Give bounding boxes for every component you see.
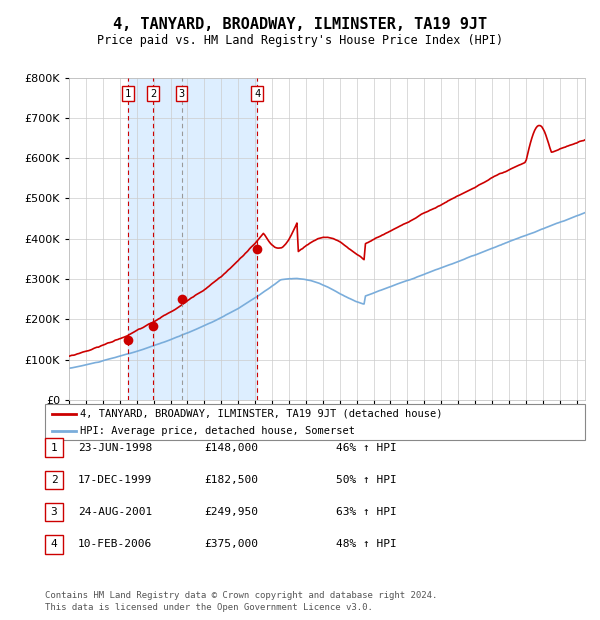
Text: 4: 4 (254, 89, 260, 99)
Text: This data is licensed under the Open Government Licence v3.0.: This data is licensed under the Open Gov… (45, 603, 373, 612)
Text: £182,500: £182,500 (204, 475, 258, 485)
Text: Price paid vs. HM Land Registry's House Price Index (HPI): Price paid vs. HM Land Registry's House … (97, 34, 503, 47)
Text: 1: 1 (50, 443, 58, 453)
Text: 3: 3 (178, 89, 185, 99)
Text: £249,950: £249,950 (204, 507, 258, 517)
Text: 4, TANYARD, BROADWAY, ILMINSTER, TA19 9JT: 4, TANYARD, BROADWAY, ILMINSTER, TA19 9J… (113, 17, 487, 32)
Text: 63% ↑ HPI: 63% ↑ HPI (336, 507, 397, 517)
Text: 3: 3 (50, 507, 58, 517)
Text: 1: 1 (125, 89, 131, 99)
Text: Contains HM Land Registry data © Crown copyright and database right 2024.: Contains HM Land Registry data © Crown c… (45, 591, 437, 600)
Text: 2: 2 (50, 475, 58, 485)
Text: 4, TANYARD, BROADWAY, ILMINSTER, TA19 9JT (detached house): 4, TANYARD, BROADWAY, ILMINSTER, TA19 9J… (80, 409, 442, 419)
Text: 48% ↑ HPI: 48% ↑ HPI (336, 539, 397, 549)
Text: 23-JUN-1998: 23-JUN-1998 (78, 443, 152, 453)
Text: 2: 2 (150, 89, 156, 99)
Text: 50% ↑ HPI: 50% ↑ HPI (336, 475, 397, 485)
Text: £375,000: £375,000 (204, 539, 258, 549)
Text: HPI: Average price, detached house, Somerset: HPI: Average price, detached house, Some… (80, 426, 355, 436)
Text: 46% ↑ HPI: 46% ↑ HPI (336, 443, 397, 453)
Text: 4: 4 (50, 539, 58, 549)
Bar (128, 78, 257, 400)
Text: 10-FEB-2006: 10-FEB-2006 (78, 539, 152, 549)
Text: 24-AUG-2001: 24-AUG-2001 (78, 507, 152, 517)
Text: 17-DEC-1999: 17-DEC-1999 (78, 475, 152, 485)
Text: £148,000: £148,000 (204, 443, 258, 453)
